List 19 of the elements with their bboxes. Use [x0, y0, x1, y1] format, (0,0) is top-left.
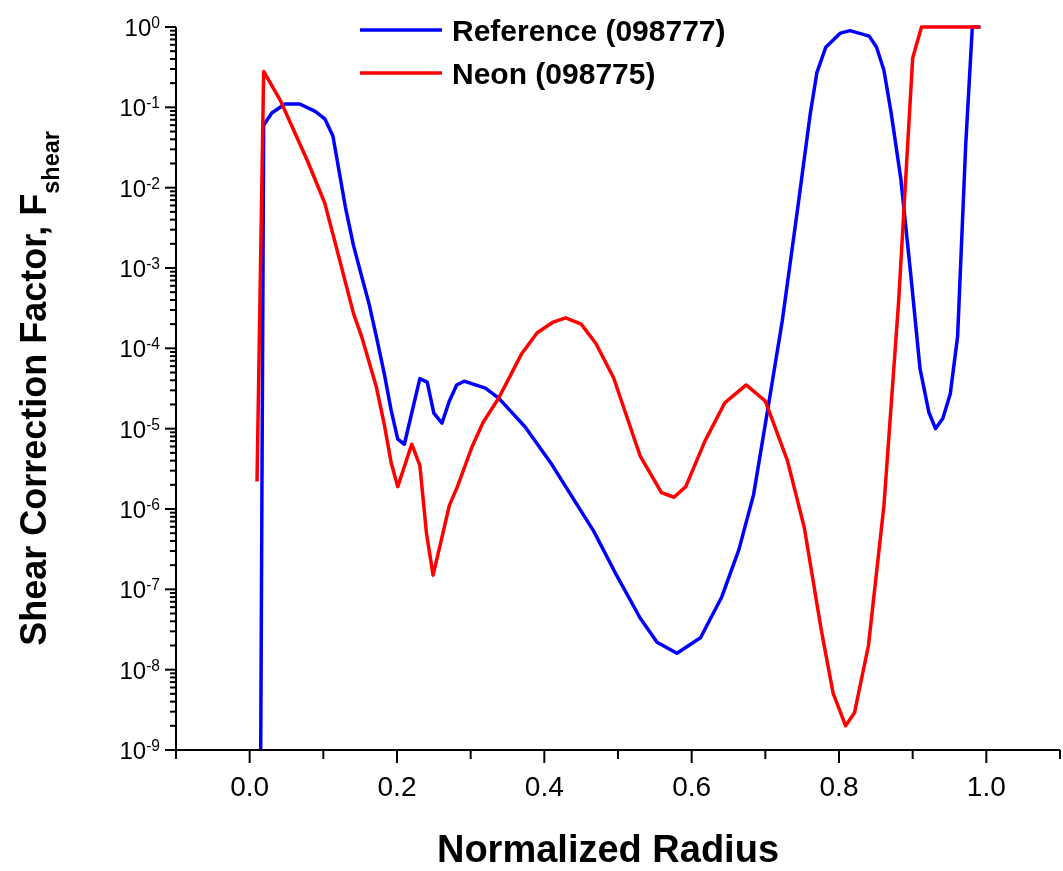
y-tick-label: 10$^{-4}$: [119, 334, 161, 363]
y-tick-label: 10$^{-3}$: [119, 254, 160, 282]
y-tick-label: 10$^{-7}$: [119, 575, 160, 604]
x-tick-label: 1.0: [966, 771, 1006, 802]
x-tick-label: 0.4: [524, 771, 564, 802]
y-tick-label: 10$^{0}$: [124, 13, 161, 41]
legend-label: Reference (098777): [452, 14, 726, 47]
x-tick-label: 0.8: [819, 771, 859, 802]
y-tick-label: 10$^{-5}$: [119, 415, 161, 443]
y-tick-label: 10$^{-1}$: [119, 93, 160, 122]
y-tick-label: 10$^{-6}$: [119, 495, 160, 523]
y-tick-label: 10$^{-8}$: [119, 656, 160, 684]
x-tick-label: 0.6: [672, 771, 712, 802]
y-tick-label: 10$^{-2}$: [119, 174, 160, 202]
text: 0.0: [230, 771, 270, 802]
x-axis-title: Normalized Radius: [436, 828, 780, 870]
y-tick-label: 10$^{-9}$: [119, 736, 160, 764]
x-tick-label: 0.2: [377, 771, 417, 802]
legend-label: Neon (098775): [452, 57, 656, 90]
